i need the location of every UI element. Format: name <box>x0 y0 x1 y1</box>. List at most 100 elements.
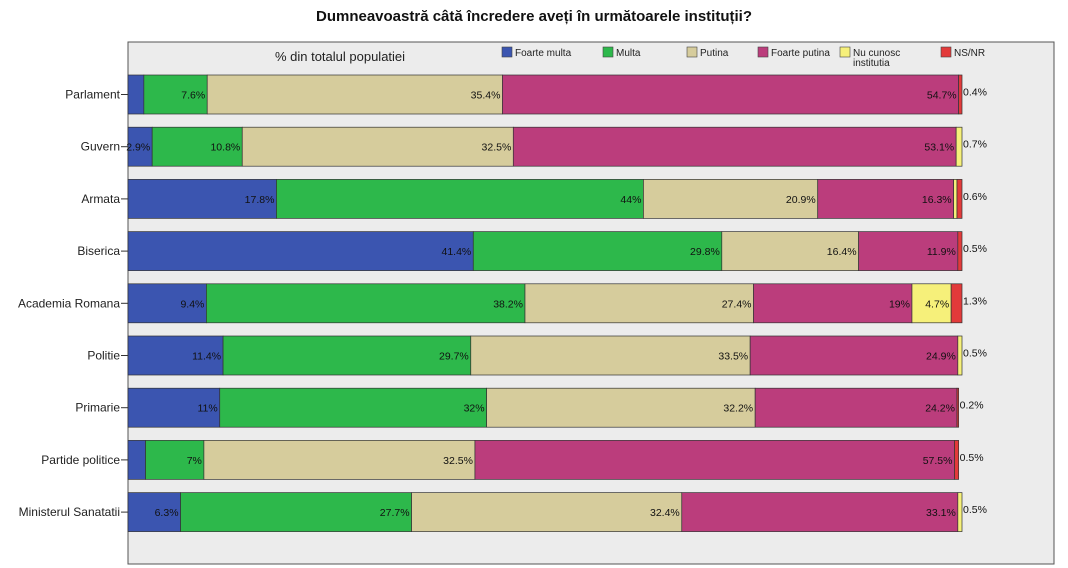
data-label-primarie-foarte-multa: 11% <box>197 403 217 415</box>
bar-segment-biserica-foarte-putina <box>858 231 959 271</box>
legend-label-foarte-putina: Foarte putina <box>771 48 830 59</box>
data-label-primarie-foarte-putina: 24.2% <box>925 403 955 415</box>
bar-segment-armata-putina <box>643 179 819 219</box>
bar-segment-guvern-nu-cunosc-institutia <box>955 126 963 167</box>
bar-segment-biserica-foarte-multa <box>127 231 474 271</box>
data-label-ministerul-sanatatii-foarte-putina: 33.1% <box>926 507 956 519</box>
bar-segment-academia-romana-foarte-putina <box>753 283 913 324</box>
bar-segment-ministerul-sanatatii-foarte-putina <box>681 492 959 532</box>
outside-label-parlament: 0.4% <box>963 87 987 99</box>
category-label-guvern: Guvern <box>81 140 120 154</box>
legend-swatch-ns-nr <box>940 46 952 58</box>
data-label-ministerul-sanatatii-multa: 27.7% <box>380 507 410 519</box>
data-label-armata-foarte-multa: 17.8% <box>245 194 275 206</box>
bar-segment-partide-politice-multa <box>145 440 205 480</box>
legend-swatch-putina <box>686 46 698 58</box>
bar-segment-parlament-multa <box>143 74 208 115</box>
data-label-biserica-foarte-multa: 41.4% <box>441 246 471 258</box>
data-label-parlament-multa: 7.6% <box>181 90 205 102</box>
category-label-academia-romana: Academia Romana <box>18 296 120 310</box>
data-label-academia-romana-putina: 27.4% <box>722 298 752 310</box>
category-label-primarie: Primarie <box>75 401 120 415</box>
bar-segment-politie-multa <box>222 335 472 376</box>
bar-segment-ministerul-sanatatii-multa <box>180 492 412 532</box>
bar-segment-academia-romana-foarte-multa <box>127 283 207 324</box>
bar-segment-primarie-foarte-putina <box>754 387 958 428</box>
bar-segment-academia-romana-ns-nr <box>950 283 963 324</box>
data-label-politie-foarte-multa: 11.4% <box>192 351 221 363</box>
bar-segment-partide-politice-putina <box>203 440 476 480</box>
bar-segment-armata-ns-nr <box>956 179 963 219</box>
chart-title: Dumneavoastră câtă încredere aveți în ur… <box>316 8 752 25</box>
outside-label-ministerul-sanatatii: 0.5% <box>963 504 987 516</box>
legend-label-nu-cunosc-institutia: Nu cunosc institutia <box>853 48 900 69</box>
data-label-armata-putina: 20.9% <box>786 194 816 206</box>
outside-label-guvern: 0.7% <box>963 139 987 151</box>
data-label-biserica-putina: 16.4% <box>827 246 857 258</box>
data-label-guvern-multa: 10.8% <box>210 142 240 154</box>
bar-segment-biserica-ns-nr <box>957 231 963 271</box>
data-label-academia-romana-nu-cunosc-institutia: 4.7% <box>925 298 949 310</box>
data-label-academia-romana-foarte-putina: 19% <box>889 298 910 310</box>
category-label-parlament: Parlament <box>65 88 120 102</box>
bar-segment-primarie-multa <box>219 387 487 428</box>
bar-segment-partide-politice-foarte-multa <box>127 440 146 480</box>
data-label-partide-politice-foarte-putina: 57.5% <box>923 455 953 467</box>
data-label-primarie-putina: 32.2% <box>723 403 753 415</box>
bar-segment-primarie-putina <box>486 387 756 428</box>
data-label-guvern-foarte-multa: 2.9% <box>126 142 150 154</box>
outside-label-politie: 0.5% <box>963 348 987 360</box>
category-label-armata: Armata <box>81 192 120 206</box>
data-label-biserica-multa: 29.8% <box>690 246 720 258</box>
bar-segment-parlament-ns-nr <box>958 74 963 115</box>
data-label-partide-politice-multa: 7% <box>187 455 202 467</box>
bar-segment-ministerul-sanatatii-putina <box>411 492 683 532</box>
category-label-politie: Politie <box>87 349 120 363</box>
bar-segment-parlament-putina <box>206 74 503 115</box>
data-label-ministerul-sanatatii-putina: 32.4% <box>650 507 680 519</box>
bar-segment-primarie-ns-nr <box>956 387 960 428</box>
bar-segment-armata-multa <box>276 179 644 219</box>
bar-segment-politie-foarte-multa <box>127 335 224 376</box>
outside-label-academia-romana: 1.3% <box>963 295 987 307</box>
bar-segment-politie-putina <box>470 335 751 376</box>
bar-segment-politie-nu-cunosc-institutia <box>957 335 963 376</box>
bar-segment-biserica-multa <box>472 231 723 271</box>
bar-segment-parlament-foarte-multa <box>127 74 145 115</box>
data-label-guvern-foarte-putina: 53.1% <box>924 142 954 154</box>
legend-swatch-multa <box>602 46 614 58</box>
bar-segment-primarie-foarte-multa <box>127 387 221 428</box>
bar-segment-partide-politice-ns-nr <box>954 440 960 480</box>
data-label-biserica-foarte-putina: 11.9% <box>927 246 956 258</box>
legend-swatch-foarte-multa <box>501 46 513 58</box>
category-label-ministerul-sanatatii: Ministerul Sanatatii <box>19 505 120 519</box>
data-label-armata-foarte-putina: 16.3% <box>922 194 952 206</box>
outside-label-partide-politice: 0.5% <box>960 452 984 464</box>
bar-segment-biserica-putina <box>721 231 859 271</box>
bar-segment-guvern-foarte-putina <box>512 126 957 167</box>
bar-segment-ministerul-sanatatii-nu-cunosc-institutia <box>957 492 963 532</box>
data-label-armata-multa: 44% <box>620 194 641 206</box>
data-label-primarie-multa: 32% <box>464 403 485 415</box>
data-label-politie-multa: 29.7% <box>439 351 469 363</box>
data-label-academia-romana-multa: 38.2% <box>493 298 523 310</box>
outside-label-primarie: 0.2% <box>960 400 984 412</box>
outside-label-armata: 0.6% <box>963 191 987 203</box>
bar-segment-guvern-multa <box>151 126 243 167</box>
bar-segment-politie-foarte-putina <box>749 335 959 376</box>
data-label-academia-romana-foarte-multa: 9.4% <box>180 298 204 310</box>
category-label-biserica: Biserica <box>77 244 120 258</box>
bar-segment-parlament-foarte-putina <box>502 74 960 115</box>
bar-segment-guvern-putina <box>241 126 514 167</box>
data-label-parlament-foarte-putina: 54.7% <box>927 90 957 102</box>
bar-segment-armata-foarte-multa <box>127 179 277 219</box>
legend-label-putina: Putina <box>700 48 729 59</box>
data-label-parlament-putina: 35.4% <box>471 90 501 102</box>
legend-swatch-foarte-putina <box>757 46 769 58</box>
bar-segment-armata-nu-cunosc-institutia <box>953 179 958 219</box>
data-label-partide-politice-putina: 32.5% <box>443 455 473 467</box>
legend-swatch-nu-cunosc-institutia <box>839 46 851 58</box>
data-label-ministerul-sanatatii-foarte-multa: 6.3% <box>155 507 179 519</box>
legend-label-multa: Multa <box>616 48 641 59</box>
